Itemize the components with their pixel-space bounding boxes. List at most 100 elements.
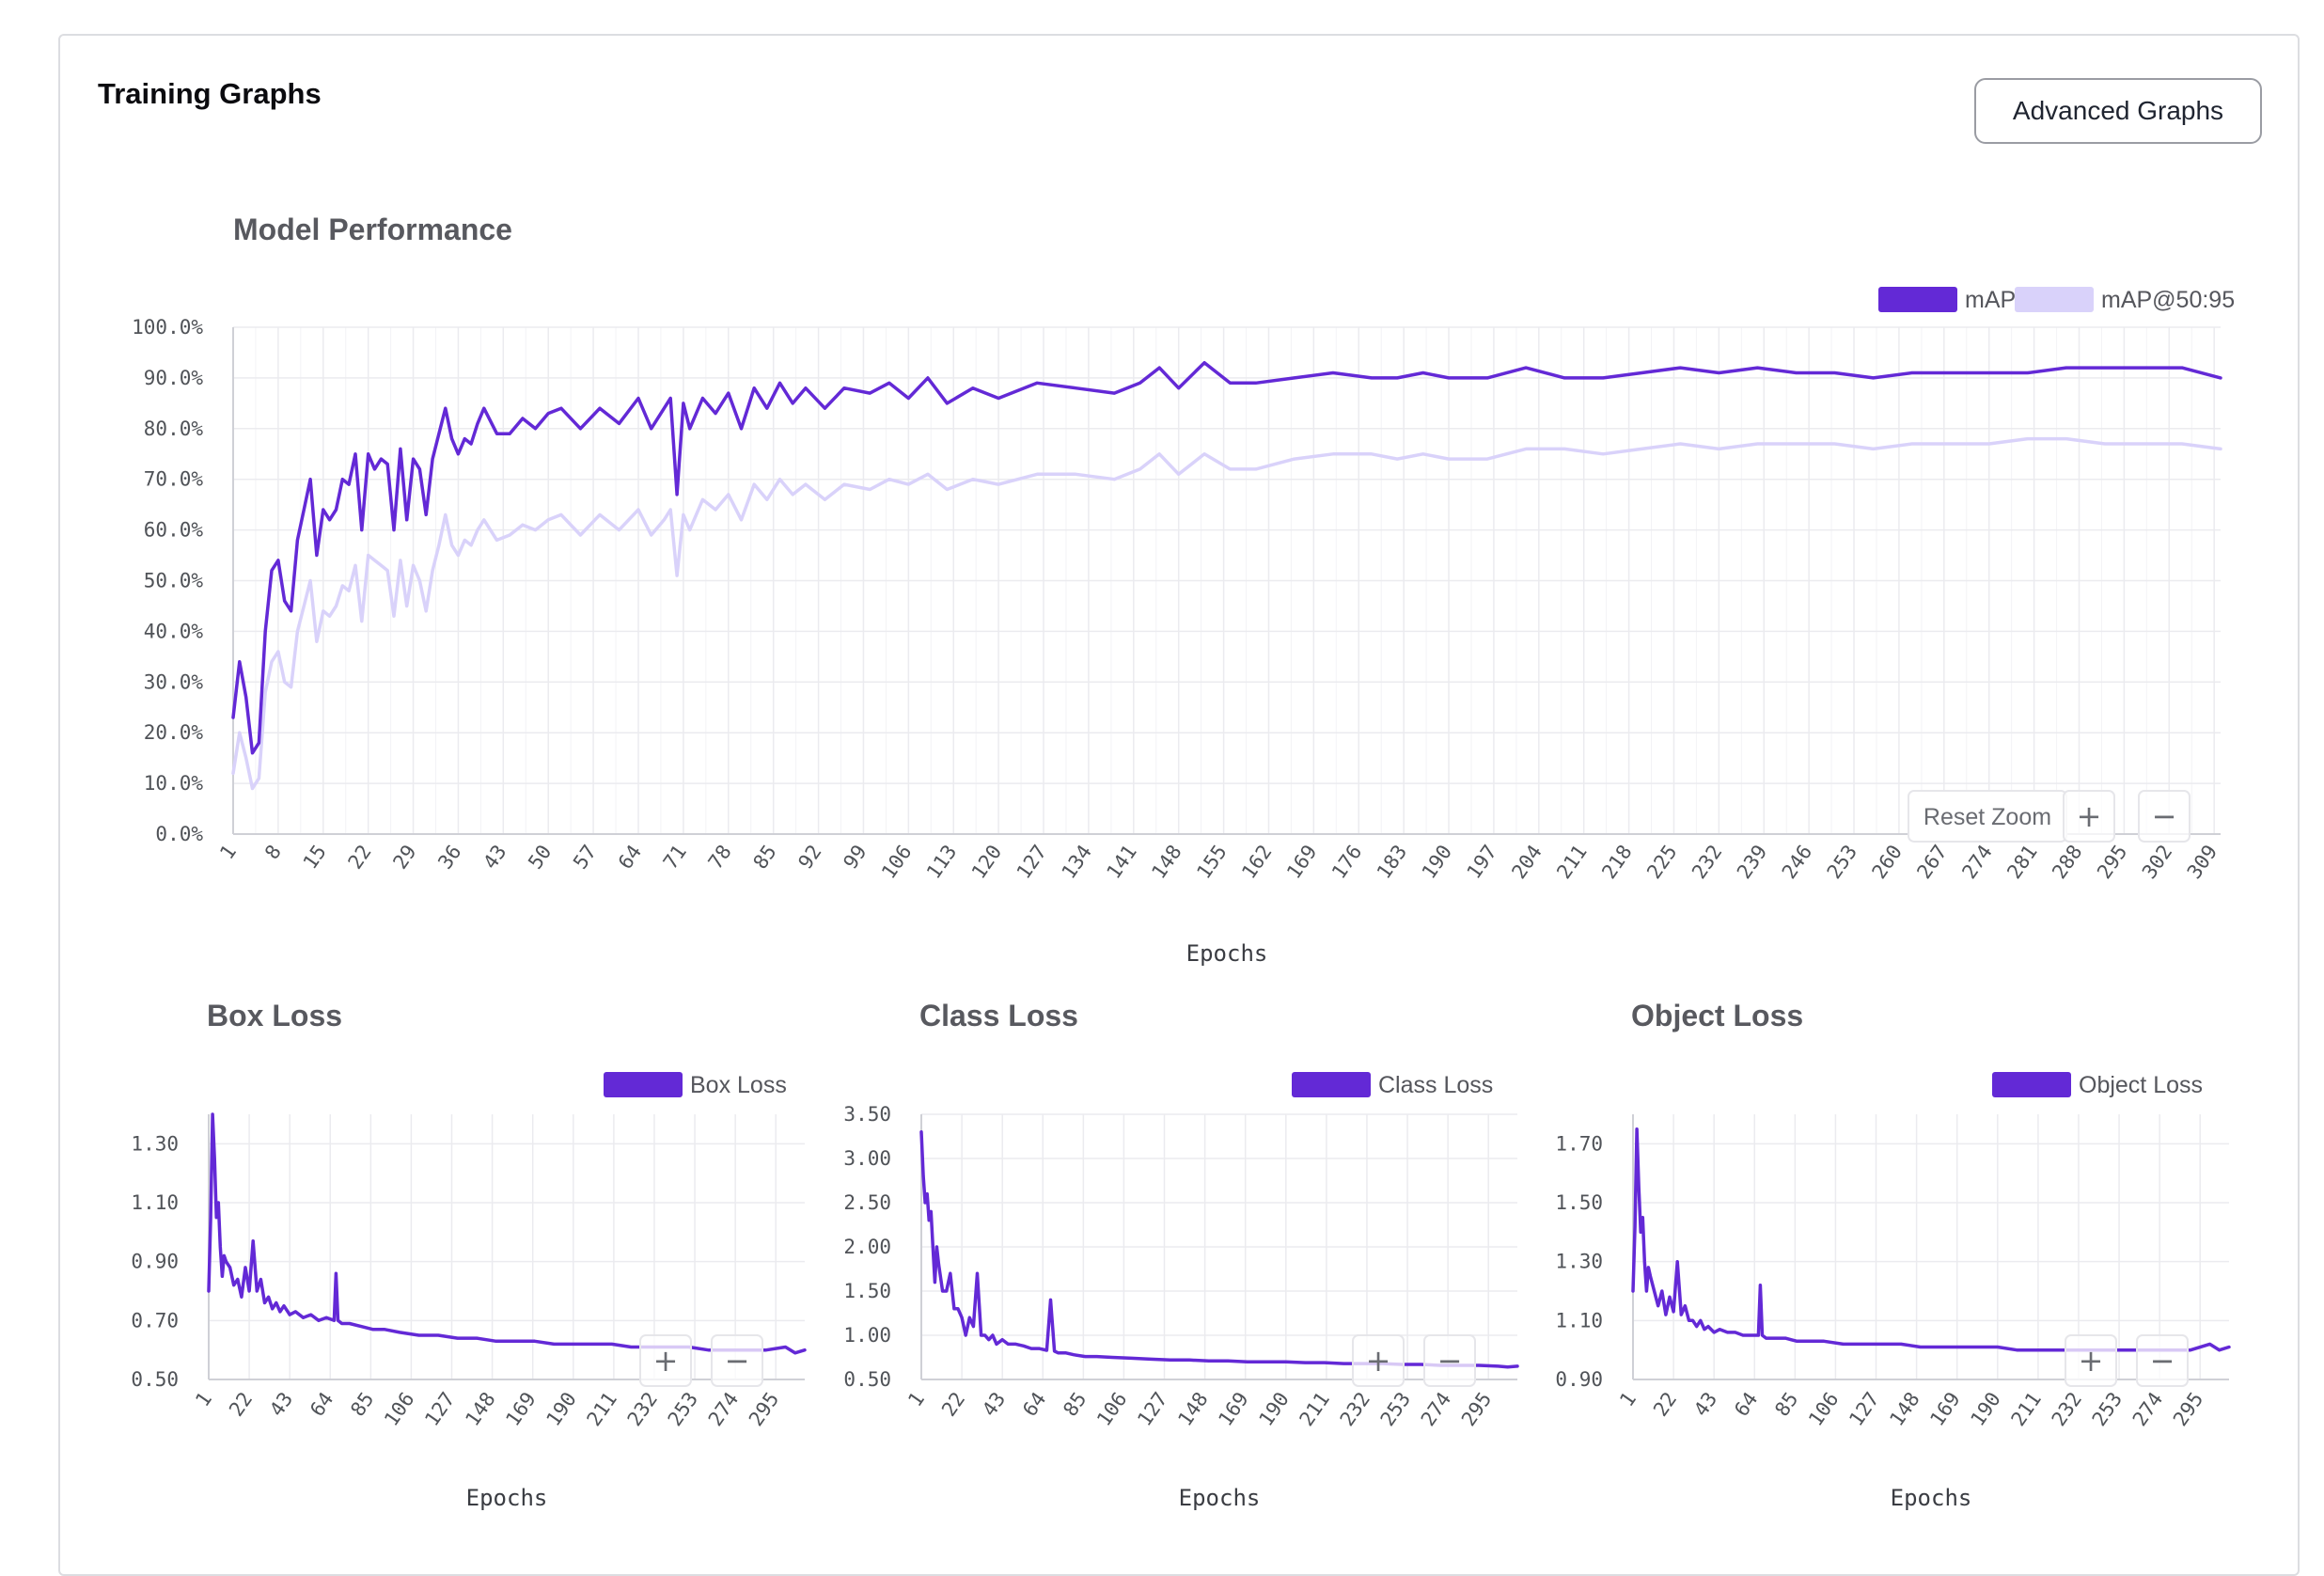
performance-y-tick-label: 0.0% (155, 823, 203, 845)
object-x-tick-label: 274 (2128, 1388, 2167, 1430)
class-zoom-in-button[interactable] (1352, 1334, 1405, 1387)
class-y-tick-label: 2.50 (843, 1191, 891, 1214)
performance-x-tick-label: 155 (1192, 841, 1231, 883)
performance-x-tick-label: 1 (215, 841, 241, 863)
class-y-tick-label: 3.50 (843, 1103, 891, 1126)
class-zoom-in-icon: + (1366, 1343, 1391, 1379)
performance-x-tick-label: 288 (2048, 841, 2086, 883)
box-x-axis-title: Epochs (466, 1485, 548, 1511)
box-x-tick-label: 64 (306, 1388, 338, 1420)
performance-x-tick-label: 127 (1013, 841, 1051, 883)
performance-zoom-out-icon: − (2152, 798, 2177, 834)
performance-x-tick-label: 85 (749, 841, 781, 873)
object-x-axis-title: Epochs (1891, 1485, 1972, 1511)
performance-y-tick-label: 20.0% (144, 721, 204, 744)
object-x-tick-label: 22 (1649, 1388, 1681, 1420)
class-y-tick-label: 1.50 (843, 1280, 891, 1302)
box-y-tick-label: 0.90 (131, 1251, 179, 1273)
performance-x-tick-label: 232 (1688, 841, 1726, 883)
performance-x-tick-label: 176 (1327, 841, 1366, 883)
performance-x-tick-label: 113 (922, 841, 961, 883)
performance-x-tick-label: 141 (1102, 841, 1140, 883)
object-x-tick-label: 64 (1730, 1388, 1762, 1420)
box-x-tick-label: 106 (380, 1388, 418, 1430)
performance-x-tick-label: 29 (388, 841, 420, 873)
chart-title-object-loss: Object Loss (1631, 999, 1804, 1032)
performance-zoom-in-button[interactable] (2063, 790, 2115, 843)
object-zoom-in-button[interactable] (2065, 1334, 2117, 1387)
performance-x-tick-label: 204 (1507, 841, 1546, 883)
box-y-tick-label: 1.30 (131, 1132, 179, 1155)
box-series-line-box-loss (207, 1112, 807, 1355)
legend-label-map-50-95: mAP@50:95 (2101, 287, 2235, 313)
performance-x-tick-label: 106 (877, 841, 916, 883)
class-x-tick-label: 127 (1133, 1388, 1171, 1430)
legend-swatch-map (1878, 287, 1957, 312)
performance-y-tick-label: 60.0% (144, 519, 204, 542)
class-x-tick-label: 253 (1376, 1388, 1415, 1430)
box-zoom-out-button[interactable] (711, 1334, 763, 1387)
performance-x-tick-label: 36 (433, 841, 465, 873)
performance-x-tick-label: 148 (1147, 841, 1186, 883)
chart-title-class-loss: Class Loss (919, 999, 1078, 1032)
class-y-tick-label: 0.50 (843, 1368, 891, 1391)
legend-swatch-class-loss (1292, 1072, 1371, 1097)
legend-label-map: mAP (1965, 287, 2016, 313)
legend-label-object-loss: Object Loss (2079, 1072, 2203, 1098)
card-title: Training Graphs (98, 77, 322, 110)
box-x-tick-label: 127 (420, 1388, 459, 1430)
performance-y-tick-label: 90.0% (144, 367, 204, 389)
performance-reset-zoom-label: Reset Zoom (1924, 804, 2051, 830)
class-x-tick-label: 169 (1214, 1388, 1252, 1430)
legend-label-class-loss: Class Loss (1378, 1072, 1493, 1098)
performance-x-tick-label: 281 (2002, 841, 2041, 883)
object-x-tick-label: 127 (1845, 1388, 1883, 1430)
object-x-tick-label: 232 (2048, 1388, 2086, 1430)
class-x-tick-label: 1 (903, 1388, 929, 1411)
performance-zoom-out-button[interactable] (2138, 790, 2191, 843)
class-x-tick-label: 190 (1254, 1388, 1293, 1430)
performance-zoom-in-icon: + (2077, 798, 2102, 834)
box-zoom-out-icon: − (725, 1343, 750, 1379)
object-y-tick-label: 1.70 (1555, 1132, 1603, 1155)
object-x-tick-label: 43 (1689, 1388, 1721, 1420)
performance-x-tick-label: 92 (793, 841, 825, 873)
class-x-tick-label: 295 (1457, 1388, 1496, 1430)
legend-swatch-object-loss (1992, 1072, 2071, 1097)
performance-y-tick-label: 100.0% (132, 316, 203, 339)
performance-x-tick-label: 239 (1733, 841, 1771, 883)
object-y-tick-label: 0.90 (1555, 1368, 1603, 1391)
object-x-tick-label: 148 (1885, 1388, 1924, 1430)
charts-canvas: 1 8 15 22 29 36 43 50 57 64 71 78 85 92 99 106 113 120 127… (131, 287, 2235, 1511)
class-zoom-out-icon: − (1437, 1343, 1463, 1379)
object-x-tick-label: 190 (1966, 1388, 2004, 1430)
legend-swatch-map-50-95 (2015, 287, 2094, 312)
performance-x-tick-label: 71 (659, 841, 691, 873)
box-zoom-in-button[interactable] (639, 1334, 692, 1387)
box-x-tick-label: 43 (265, 1388, 297, 1420)
box-x-tick-label: 85 (346, 1388, 378, 1420)
class-y-tick-label: 1.00 (843, 1324, 891, 1347)
performance-series-line-map (231, 360, 2222, 755)
performance-x-tick-label: 43 (479, 841, 510, 873)
class-y-tick-label: 3.00 (843, 1147, 891, 1170)
performance-x-tick-label: 134 (1058, 841, 1096, 883)
class-zoom-out-button[interactable] (1423, 1334, 1476, 1387)
box-x-tick-label: 232 (623, 1388, 662, 1430)
performance-x-tick-label: 64 (614, 841, 646, 873)
box-y-tick-label: 1.10 (131, 1191, 179, 1214)
class-x-tick-label: 64 (1018, 1388, 1050, 1420)
advanced-graphs-button[interactable]: Advanced Graphs (1974, 78, 2262, 144)
class-x-tick-label: 106 (1092, 1388, 1131, 1430)
class-x-tick-label: 274 (1417, 1388, 1455, 1430)
object-series-line-object-loss (1631, 1127, 2231, 1352)
object-x-tick-label: 106 (1804, 1388, 1843, 1430)
performance-x-tick-label: 211 (1552, 841, 1591, 883)
class-x-tick-label: 43 (978, 1388, 1010, 1420)
class-series-line-class-loss (919, 1130, 1519, 1369)
object-zoom-out-button[interactable] (2136, 1334, 2189, 1387)
object-zoom-in-icon: + (2079, 1343, 2104, 1379)
performance-x-tick-label: 8 (260, 841, 286, 863)
performance-x-axis-title: Epochs (1186, 940, 1268, 967)
performance-x-tick-label: 78 (704, 841, 736, 873)
